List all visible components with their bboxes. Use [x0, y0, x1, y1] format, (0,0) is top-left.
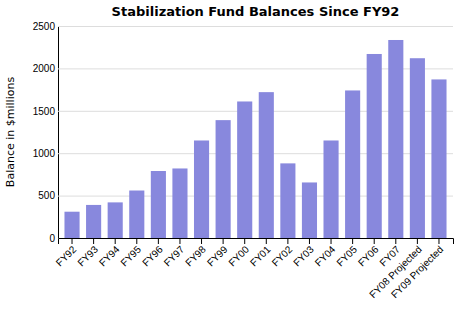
bar: [64, 212, 79, 238]
chart-svg: 0 500 1000 1500 2000 2500 FY92FY93FY94FY95FY96…: [0, 0, 465, 310]
x-tick-mark: [223, 238, 224, 244]
x-tick-label: FY96: [140, 243, 165, 268]
x-tick-label: FY00: [226, 243, 251, 268]
x-tick-label: FY94: [97, 243, 122, 268]
x-tick-label: FY02: [270, 243, 295, 268]
x-tick-label: FY01: [248, 243, 273, 268]
y-tick-label: 1500: [33, 106, 56, 117]
x-tick-mark: [417, 238, 418, 244]
x-tick: FY06: [356, 238, 381, 268]
bar: [194, 140, 209, 238]
x-tick-mark: [179, 238, 180, 244]
x-tick: FY96: [140, 238, 165, 268]
y-axis-title: Balance in $millions: [4, 77, 17, 188]
y-tick-label: 0: [49, 233, 55, 244]
x-tick-mark: [331, 238, 332, 244]
plot: 0 500 1000 1500 2000 2500 FY92FY93FY94FY95FY96…: [33, 21, 454, 300]
x-tick-mark: [309, 238, 310, 244]
grid-line: [58, 26, 453, 27]
bar: [388, 40, 403, 238]
x-tick-mark: [201, 238, 202, 244]
x-axis: FY92FY93FY94FY95FY96FY97FY98FY99FY00FY01…: [54, 238, 454, 300]
x-tick-mark: [158, 238, 159, 244]
bar: [259, 92, 274, 238]
bar: [323, 140, 338, 238]
x-tick: FY00: [226, 238, 251, 268]
x-tick: FY03: [291, 238, 316, 268]
x-tick-label: FY97: [162, 243, 187, 268]
x-tick: FY02: [270, 238, 295, 268]
x-tick-label: FY03: [291, 243, 316, 268]
y-axis: 0 500 1000 1500 2000 2500: [33, 21, 453, 244]
x-tick: FY95: [118, 238, 143, 268]
x-tick-label: FY95: [118, 243, 143, 268]
bar: [172, 168, 187, 238]
x-tick-label: FY92: [54, 243, 79, 268]
y-tick-label: 1000: [33, 148, 56, 159]
y-axis-line: [58, 27, 59, 239]
x-tick-label: FY06: [356, 243, 381, 268]
bars: [64, 40, 446, 238]
bar: [345, 90, 360, 238]
x-tick: FY01: [248, 238, 273, 268]
x-tick-label: FY93: [75, 243, 100, 268]
x-tick-mark: [93, 238, 94, 244]
x-tick: FY05: [334, 238, 359, 268]
x-tick-mark: [287, 238, 288, 244]
bar: [410, 58, 425, 238]
x-tick-mark: [374, 238, 375, 244]
x-tick-label: FY99: [205, 243, 230, 268]
y-tick: 2500: [33, 21, 453, 32]
x-tick: FY99: [205, 238, 230, 268]
x-tick-mark: [438, 238, 439, 244]
x-tick: FY09 Projected: [389, 238, 446, 300]
y-tick-label: 500: [38, 190, 55, 201]
x-tick: FY93: [75, 238, 100, 268]
x-tick-label: FY09 Projected: [389, 244, 446, 301]
bar: [129, 191, 144, 238]
x-tick-mark: [244, 238, 245, 244]
bar: [108, 202, 123, 238]
bar: [280, 163, 295, 238]
x-tick-mark: [352, 238, 353, 244]
bar: [237, 101, 252, 238]
x-axis-line: [59, 239, 454, 245]
x-tick: FY92: [54, 238, 79, 268]
y-tick-label: 2500: [33, 21, 56, 32]
x-tick: FY98: [183, 238, 208, 268]
bar: [367, 54, 382, 238]
bar: [431, 79, 446, 238]
title: Stabilization Fund Balances Since FY92: [112, 4, 400, 19]
bar: [151, 171, 166, 238]
chart-container: 0 500 1000 1500 2000 2500 FY92FY93FY94FY95FY96…: [0, 0, 465, 310]
x-tick-label: FY98: [183, 243, 208, 268]
x-tick: FY04: [313, 238, 338, 268]
x-tick-label: FY05: [334, 243, 359, 268]
bar: [86, 205, 101, 238]
x-tick-label: FY04: [313, 243, 338, 268]
x-tick-mark: [115, 238, 116, 244]
x-tick-mark: [136, 238, 137, 244]
x-tick: FY97: [162, 238, 187, 268]
x-tick-mark: [266, 238, 267, 244]
y-tick-label: 2000: [33, 63, 56, 74]
bar: [216, 120, 231, 238]
bar: [302, 182, 317, 238]
x-tick-mark: [395, 238, 396, 244]
x-tick-mark: [72, 238, 73, 244]
x-tick: FY94: [97, 238, 122, 268]
